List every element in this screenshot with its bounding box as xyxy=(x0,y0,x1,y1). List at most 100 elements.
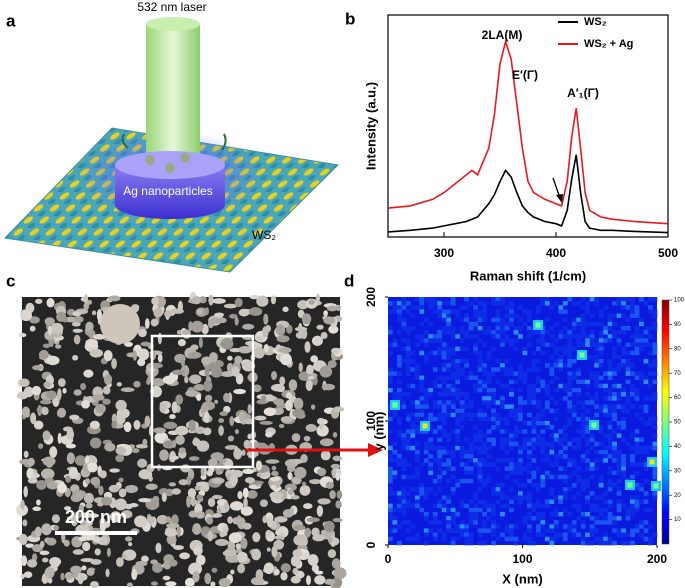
heatmap-texture xyxy=(540,338,546,343)
heatmap-texture xyxy=(455,445,461,451)
heatmap-texture xyxy=(652,441,658,447)
heatmap-texture xyxy=(594,301,600,306)
heatmap-texture xyxy=(621,532,626,538)
heatmap-texture xyxy=(589,437,595,442)
grain xyxy=(32,472,37,484)
grain xyxy=(45,355,60,366)
heatmap-texture xyxy=(562,396,568,401)
heatmap-texture xyxy=(567,462,573,467)
heatmap-texture xyxy=(455,367,461,372)
grain xyxy=(94,548,101,556)
heatmap-texture xyxy=(589,371,595,376)
heatmap-texture xyxy=(491,507,496,513)
pointer-head xyxy=(556,194,563,203)
grain xyxy=(95,403,106,414)
heatmap-texture xyxy=(567,458,573,463)
heatmap-texture xyxy=(594,354,600,360)
grain xyxy=(266,547,271,552)
heatmap-texture xyxy=(437,478,443,484)
heatmap-texture xyxy=(477,363,483,368)
heatmap-texture xyxy=(549,342,555,347)
grain xyxy=(161,492,167,503)
heatmap-texture xyxy=(630,342,635,347)
heatmap-texture xyxy=(544,528,550,533)
heatmap-texture xyxy=(513,330,519,335)
heatmap-texture xyxy=(486,387,492,393)
heatmap-texture xyxy=(621,297,626,302)
heatmap-texture xyxy=(549,363,555,368)
grain xyxy=(265,529,272,539)
grain xyxy=(301,481,307,486)
heatmap-texture xyxy=(531,445,537,451)
heatmap-texture xyxy=(603,507,608,513)
heatmap-texture xyxy=(549,540,555,546)
grain xyxy=(32,365,44,371)
heatmap-texture xyxy=(589,330,595,335)
grain xyxy=(20,573,25,580)
heatmap-texture xyxy=(428,297,434,302)
grain xyxy=(214,399,219,404)
heatmap-texture xyxy=(392,412,398,418)
colorbar-tick-label: 40 xyxy=(674,444,681,450)
heatmap-texture xyxy=(504,466,510,471)
heatmap-texture xyxy=(607,359,613,364)
heatmap-texture xyxy=(535,375,541,380)
heatmap-texture xyxy=(468,321,474,327)
grain xyxy=(238,345,252,354)
heatmap-texture xyxy=(504,536,510,542)
heatmap-texture xyxy=(612,483,617,488)
grain xyxy=(137,458,148,468)
heatmap-texture xyxy=(594,503,600,509)
grain xyxy=(266,516,274,528)
heatmap-texture xyxy=(652,325,658,331)
heatmap-texture xyxy=(643,375,649,380)
heatmap-texture xyxy=(495,524,501,529)
heatmap-texture xyxy=(616,425,622,430)
grain xyxy=(49,446,58,458)
grain xyxy=(23,450,29,458)
heatmap-texture xyxy=(495,491,501,496)
heatmap-texture xyxy=(558,367,564,372)
grain xyxy=(166,533,177,545)
heatmap-texture xyxy=(428,305,434,310)
heatmap-texture xyxy=(446,363,452,368)
heatmap-texture xyxy=(477,437,483,442)
heatmap-texture xyxy=(553,338,559,343)
heatmap-texture xyxy=(580,404,586,409)
heatmap-texture xyxy=(437,383,443,389)
heatmap-texture xyxy=(464,363,469,368)
heatmap-texture xyxy=(580,342,586,347)
heatmap-texture xyxy=(580,454,586,459)
grain xyxy=(29,325,36,332)
grain xyxy=(43,381,52,388)
grain xyxy=(255,460,262,471)
heatmap-texture xyxy=(513,466,519,471)
grain xyxy=(234,317,239,326)
heatmap-texture xyxy=(500,383,505,389)
heatmap-texture xyxy=(446,313,452,318)
heatmap-texture xyxy=(625,325,631,331)
grain xyxy=(218,418,225,423)
grain xyxy=(75,491,84,501)
heatmap-texture xyxy=(455,437,461,442)
heatmap-texture xyxy=(585,466,591,471)
heatmap-texture xyxy=(500,503,505,509)
heatmap-texture xyxy=(486,325,492,331)
heatmap-texture xyxy=(401,400,407,405)
heatmap-texture xyxy=(468,478,474,484)
heatmap-texture xyxy=(437,466,443,471)
hotspot xyxy=(422,423,428,429)
grain xyxy=(287,489,294,495)
heatmap-texture xyxy=(437,454,443,459)
grain xyxy=(165,581,177,587)
grain xyxy=(270,383,285,392)
y-tick-label: 100 xyxy=(364,411,378,431)
grain xyxy=(18,378,30,387)
heatmap-texture xyxy=(486,478,492,484)
grain-large xyxy=(100,304,140,344)
heatmap-texture xyxy=(459,400,465,405)
heatmap-texture xyxy=(414,474,420,480)
heatmap-texture xyxy=(491,437,496,442)
heatmap-texture xyxy=(558,499,564,504)
grain xyxy=(146,516,156,524)
